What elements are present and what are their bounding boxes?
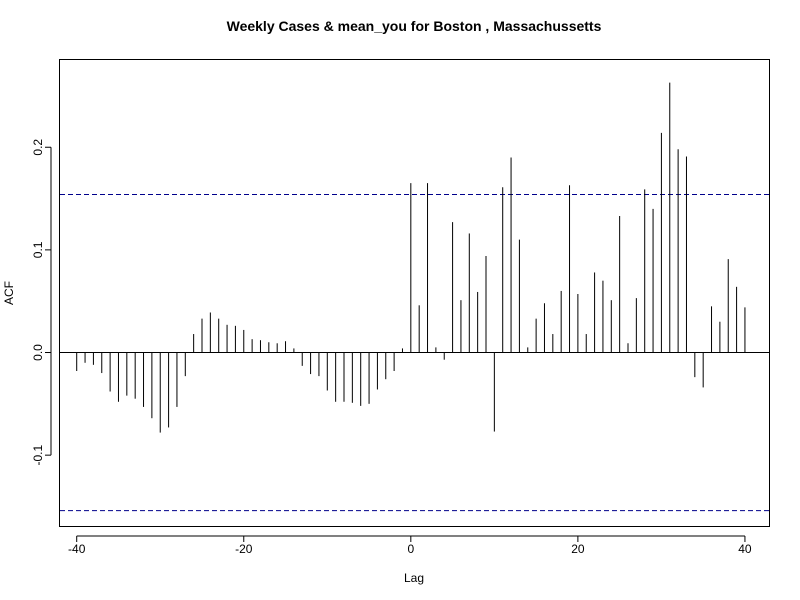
x-tick-label: -40: [68, 542, 86, 556]
x-axis-label: Lag: [404, 571, 424, 585]
y-tick-label: -0.1: [31, 444, 45, 465]
x-tick-label: 20: [571, 542, 585, 556]
y-axis: -0.1 0.0 0.1 0.2: [31, 139, 52, 465]
x-tick-label: 0: [407, 542, 414, 556]
plot-layer: [60, 82, 770, 512]
y-tick-label: 0.1: [31, 241, 45, 258]
x-axis: -40 -20 0 20 40: [68, 535, 752, 556]
y-tick-label: 0.0: [31, 344, 45, 361]
y-axis-label: ACF: [2, 281, 16, 305]
chart-title: Weekly Cases & mean_you for Boston , Mas…: [227, 18, 602, 34]
x-tick-label: 40: [738, 542, 752, 556]
x-tick-label: -20: [235, 542, 253, 556]
plot-frame: [59, 59, 770, 527]
y-tick-label: 0.2: [31, 139, 45, 156]
